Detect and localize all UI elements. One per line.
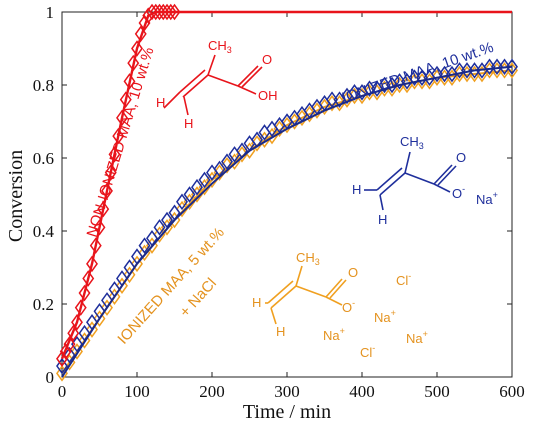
orange-h-bottom: H (276, 324, 285, 339)
non-ionized-label: NON-IONIZED MAA, 10 wt.% (84, 45, 158, 239)
y-tick-label: 1 (46, 3, 55, 22)
data-point (108, 288, 121, 305)
data-point (131, 255, 143, 273)
data-point (93, 219, 106, 236)
series-0 (56, 3, 512, 368)
methacrylate-na-structure (364, 151, 457, 211)
y-tick-label: 0.2 (33, 295, 54, 314)
data-point (89, 237, 102, 254)
data-point (138, 237, 151, 254)
data-point (71, 313, 83, 331)
data-point (183, 186, 196, 203)
orange-na-3: Na+ (406, 329, 428, 346)
data-point (63, 335, 76, 353)
x-tick-label: 300 (274, 382, 300, 401)
data-point (112, 127, 125, 145)
data-point (108, 146, 121, 163)
red-h-bottom: H (184, 116, 193, 131)
data-point (67, 324, 80, 342)
blue-na: Na+ (476, 190, 498, 207)
y-axis-title: Conversion (5, 150, 27, 242)
orange-h-left: H (252, 295, 261, 310)
data-point (191, 178, 203, 196)
blue-h-left: H (352, 182, 361, 197)
y-tick-label: 0.6 (33, 149, 54, 168)
orange-na-1: Na+ (374, 308, 396, 325)
y-tick-label: 0.4 (33, 222, 55, 241)
data-point (93, 310, 106, 327)
x-tick-label: 100 (124, 382, 150, 401)
data-point (176, 193, 188, 211)
x-tick-label: 500 (424, 382, 450, 401)
data-point (97, 200, 110, 218)
methacrylate-nacl-structure (265, 265, 347, 325)
red-h-left: H (156, 95, 165, 110)
data-point (176, 200, 188, 218)
blue-ch3: CH3 (400, 134, 424, 151)
x-tick-label: 600 (499, 382, 525, 401)
blue-o-top: O (456, 150, 466, 165)
data-point (506, 58, 518, 76)
ionized-label: IONIZED MAA, 10 wt.% (340, 39, 496, 107)
methacrylic-acid-structure (163, 54, 263, 116)
data-point (56, 357, 68, 375)
data-point (198, 171, 211, 189)
data-point (101, 182, 113, 200)
series-layer (56, 3, 518, 382)
data-point (168, 3, 181, 21)
red-oh: OH (258, 88, 278, 103)
data-point (161, 211, 173, 229)
fit-line (60, 10, 512, 360)
axis-ticks: 0 100 200 300 400 500 600 0 0.2 0.4 0.6 0.8 1 (33, 3, 525, 401)
data-point (119, 91, 132, 108)
fit-line (61, 65, 513, 378)
data-point (82, 270, 95, 287)
methacrylic-acid-labels: CH3 H H OH O (156, 38, 278, 131)
methacrylate-na-labels: CH3 H H O O- Na+ (352, 134, 498, 227)
orange-cl-2: Cl- (360, 343, 375, 360)
data-point (86, 321, 98, 338)
x-tick-label: 200 (199, 382, 225, 401)
y-tick-label: 0.8 (33, 76, 54, 95)
y-tick-label: 0 (46, 368, 55, 387)
x-tick-label: 400 (349, 382, 375, 401)
data-point (221, 153, 233, 170)
series-1 (56, 58, 518, 378)
data-point (153, 219, 166, 236)
data-point (116, 277, 128, 295)
orange-o-top: O (348, 265, 358, 280)
red-o: O (262, 52, 272, 67)
orange-ch3: CH3 (296, 250, 320, 267)
data-point (78, 284, 91, 302)
data-point (86, 255, 98, 273)
data-point (63, 346, 76, 364)
blue-o-minus: O- (452, 184, 465, 201)
data-point (164, 3, 177, 21)
data-point (56, 350, 68, 368)
orange-na-2: Na+ (323, 326, 345, 343)
x-axis-title: Time / min (243, 401, 331, 423)
blue-h-bottom: H (378, 212, 387, 227)
data-point (131, 40, 143, 57)
x-tick-label: 0 (58, 382, 67, 401)
data-point (59, 343, 72, 360)
methacrylate-nacl-labels: CH3 H H O O- Cl- Na+ Na+ Na+ Cl- (252, 250, 428, 360)
data-point (123, 266, 136, 284)
red-ch3: CH3 (208, 38, 232, 55)
data-point (104, 164, 117, 181)
orange-o-minus: O- (342, 298, 355, 315)
data-point (101, 299, 113, 316)
orange-cl-1: Cl- (396, 271, 411, 288)
data-point (74, 299, 87, 316)
data-point (116, 109, 128, 127)
